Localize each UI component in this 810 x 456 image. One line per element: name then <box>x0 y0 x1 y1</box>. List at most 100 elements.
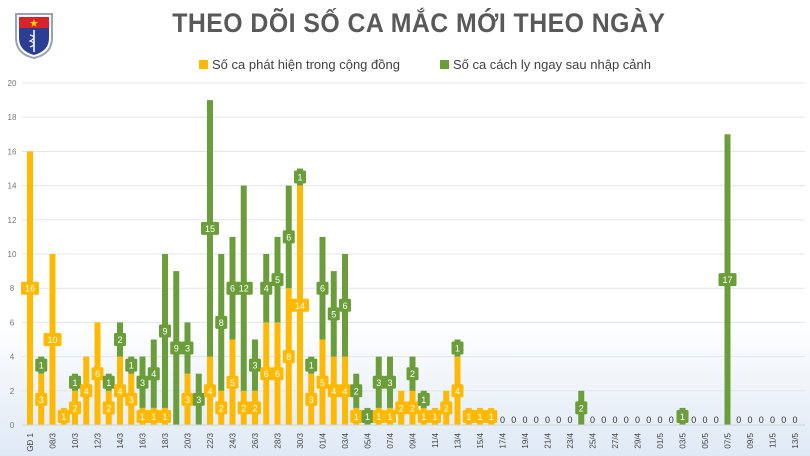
data-label: 6 <box>275 369 280 379</box>
data-label-zero: 0 <box>759 415 764 425</box>
data-label: 1 <box>297 173 302 183</box>
y-tick-label: 4 <box>10 353 15 362</box>
x-tick-label: 03/5 <box>679 432 688 448</box>
data-label-zero: 0 <box>792 415 797 425</box>
data-label-box <box>170 341 183 355</box>
legend-swatch <box>439 60 449 69</box>
data-label-zero: 0 <box>545 415 550 425</box>
x-tick-label: 09/5 <box>746 432 755 448</box>
data-label-box <box>440 401 453 415</box>
data-label-box <box>327 307 340 321</box>
data-label: 2 <box>219 403 224 413</box>
x-tick-label: 12/3 <box>94 432 103 448</box>
data-label: 17 <box>722 275 732 285</box>
y-tick-label: 14 <box>8 182 17 191</box>
y-tick-label: 18 <box>8 113 17 122</box>
data-label-zero: 0 <box>770 415 775 425</box>
data-label-zero: 0 <box>511 415 516 425</box>
data-label-box <box>429 409 441 423</box>
data-label-box <box>21 281 39 295</box>
data-label-box <box>260 367 273 381</box>
data-label: 9 <box>162 326 167 336</box>
data-label-box <box>91 367 104 381</box>
data-label: 4 <box>455 386 460 396</box>
data-label: 2 <box>579 403 584 413</box>
data-label: 2 <box>399 403 404 413</box>
data-label-zero: 0 <box>612 415 617 425</box>
y-tick-label: 16 <box>8 147 17 156</box>
data-label: 2 <box>410 403 415 413</box>
data-label-box <box>339 298 351 312</box>
data-label: 1 <box>309 361 314 371</box>
data-label-zero: 0 <box>781 415 786 425</box>
data-label-box <box>69 375 81 389</box>
x-tick-label: 18/3 <box>161 432 170 448</box>
data-label: 3 <box>185 344 190 354</box>
data-label: 1 <box>489 412 494 422</box>
data-label: 2 <box>444 403 449 413</box>
data-label-box <box>417 409 430 423</box>
data-label-box <box>69 401 81 415</box>
data-label-zero: 0 <box>624 415 629 425</box>
data-label: 2 <box>410 369 415 379</box>
x-tick-label: 29/4 <box>634 432 643 448</box>
data-label-box <box>181 392 194 406</box>
data-label-box <box>339 384 351 398</box>
data-label-box <box>260 281 273 295</box>
data-label-box <box>406 367 419 381</box>
y-tick-label: 20 <box>8 79 17 88</box>
data-label: 8 <box>286 352 291 362</box>
data-label: 1 <box>680 412 685 422</box>
x-tick-label: 05/5 <box>701 432 710 448</box>
data-label: 1 <box>387 412 392 422</box>
x-tick-label: 08/3 <box>49 432 58 448</box>
data-label-box <box>350 409 363 423</box>
data-label: 5 <box>331 309 336 319</box>
data-label: 6 <box>320 284 325 294</box>
x-tick-label: 13/5 <box>791 432 800 448</box>
data-label-zero: 0 <box>691 415 696 425</box>
legend-item-quarantine: Số ca cách ly ngay sau nhập cảnh <box>439 57 651 72</box>
data-label: 1 <box>39 361 44 371</box>
data-label-box <box>136 375 149 389</box>
data-label-box <box>226 375 239 389</box>
data-label: 6 <box>264 369 269 379</box>
data-label: 1 <box>376 412 381 422</box>
x-tick-label: 07/4 <box>386 432 395 448</box>
data-label: 1 <box>72 378 77 388</box>
data-label: 4 <box>264 284 269 294</box>
data-label-box <box>204 384 216 398</box>
data-label: 2 <box>241 403 246 413</box>
x-tick-label: 14/3 <box>116 432 125 448</box>
data-label-box <box>125 358 138 372</box>
data-label: 1 <box>365 412 370 422</box>
data-label-box <box>114 333 126 346</box>
data-label-box <box>294 170 306 184</box>
data-label: 1 <box>477 412 482 422</box>
x-tick-label: 19/4 <box>521 432 530 448</box>
chart-title: THEO DÕI SỐ CA MẮC MỚI THEO NGÀY <box>172 8 666 38</box>
x-tick-label: 01/5 <box>656 432 665 448</box>
data-label: 3 <box>129 395 134 405</box>
data-label-box <box>234 281 253 295</box>
data-label: 4 <box>331 386 336 396</box>
data-label: 4 <box>342 386 347 396</box>
data-label-zero: 0 <box>669 415 674 425</box>
data-label-box <box>102 375 115 389</box>
data-label-box <box>237 401 250 415</box>
data-label-box <box>215 401 228 415</box>
data-label: 6 <box>342 301 347 311</box>
x-tick-label: 07/5 <box>724 432 733 448</box>
data-label: 1 <box>106 378 111 388</box>
data-label: 6 <box>230 284 235 294</box>
x-tick-label: 20/3 <box>184 432 193 448</box>
data-label-box <box>327 384 340 398</box>
data-label-box <box>462 409 475 423</box>
data-label: 1 <box>432 412 437 422</box>
data-label: 1 <box>421 412 426 422</box>
x-tick-label: 25/4 <box>589 432 598 448</box>
data-label: 1 <box>151 412 156 422</box>
legend-swatch <box>199 60 209 69</box>
data-label-box <box>417 392 430 406</box>
data-label: 2 <box>117 335 122 345</box>
